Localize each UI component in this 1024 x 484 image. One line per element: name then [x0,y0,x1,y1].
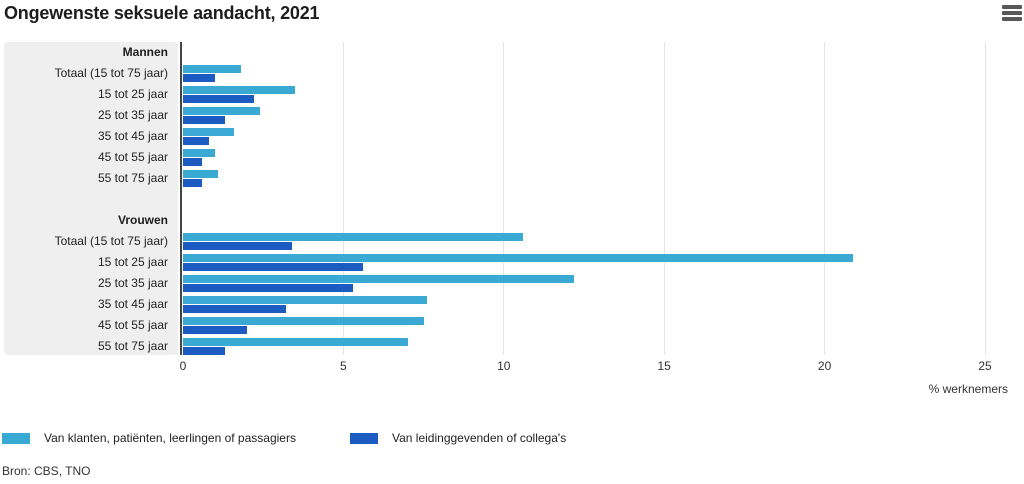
gridline [663,42,665,355]
bar-klanten[interactable] [183,275,575,283]
bar-klanten[interactable] [183,149,216,157]
bar-leidinggevenden[interactable] [183,74,216,82]
x-tick-label: 5 [340,359,347,373]
x-axis-title-row: % werknemers [0,382,1008,396]
bar-leidinggevenden[interactable] [183,95,254,103]
x-tick-label: 20 [817,359,832,373]
bar-pair [183,252,1024,273]
x-tick-label: 10 [497,359,511,373]
category-row: Totaal (15 tot 75 jaar) [0,63,1024,84]
category-label: 25 tot 35 jaar [97,108,168,122]
category-label: 45 tot 55 jaar [97,318,168,332]
bar-leidinggevenden[interactable] [183,305,286,313]
category-row: 15 tot 25 jaar [0,252,1024,273]
bar-leidinggevenden[interactable] [183,116,225,124]
bar-klanten[interactable] [183,317,424,325]
x-tick-label: 0 [179,359,187,373]
bar-leidinggevenden[interactable] [183,326,248,334]
legend-label: Van leidinggevenden of collega's [392,431,567,445]
group-label: Mannen [122,45,168,59]
legend-item[interactable]: Van klanten, patiënten, leerlingen of pa… [2,431,296,445]
category-row: Totaal (15 tot 75 jaar) [0,231,1024,252]
category-label: Totaal (15 tot 75 jaar) [54,234,168,248]
bar-klanten[interactable] [183,86,296,94]
group-header-row: Vrouwen [0,210,1024,231]
category-row: 45 tot 55 jaar [0,147,1024,168]
x-axis-title: % werknemers [928,382,1008,396]
x-tick-label: 25 [978,359,992,373]
group-spacer [0,189,1024,210]
legend: Van klanten, patiënten, leerlingen of pa… [0,431,1024,447]
category-label: 35 tot 45 jaar [97,129,168,143]
group-header-row: Mannen [0,42,1024,63]
bar-klanten[interactable] [183,128,235,136]
page-title: Ongewenste seksuele aandacht, 2021 [4,3,320,23]
category-row: 55 tot 75 jaar [0,336,1024,357]
legend-label: Van klanten, patiënten, leerlingen of pa… [44,431,296,445]
category-label: 15 tot 25 jaar [97,87,168,101]
legend-swatch [350,432,378,444]
bar-leidinggevenden[interactable] [183,347,225,355]
bar-klanten[interactable] [183,65,241,73]
category-label: Totaal (15 tot 75 jaar) [54,66,168,80]
bar-leidinggevenden[interactable] [183,137,209,145]
bar-klanten[interactable] [183,254,854,262]
bar-pair [183,126,1024,147]
gridline [984,42,986,355]
bar-pair [183,315,1024,336]
bar-leidinggevenden[interactable] [183,284,354,292]
category-label: 45 tot 55 jaar [97,150,168,164]
chart-header: Ongewenste seksuele aandacht, 2021 [0,0,1024,34]
bar-pair [183,168,1024,189]
bar-pair [183,63,1024,84]
category-row: 25 tot 35 jaar [0,105,1024,126]
x-tick-label: 15 [657,359,671,373]
category-row: 25 tot 35 jaar [0,273,1024,294]
x-axis: 0 5 10 15 20 25 [0,359,1024,375]
bar-leidinggevenden[interactable] [183,158,203,166]
bar-klanten[interactable] [183,170,219,178]
bar-klanten[interactable] [183,296,427,304]
legend-swatch [2,432,30,444]
menu-bar [1002,11,1022,15]
y-axis-line [180,42,182,355]
category-label-panel [4,42,178,355]
bar-klanten[interactable] [183,107,260,115]
bar-chart: Mannen Totaal (15 tot 75 jaar) 15 tot 25 j… [0,42,1024,357]
bar-pair [183,84,1024,105]
bar-klanten[interactable] [183,338,408,346]
category-label: 55 tot 75 jaar [97,171,168,185]
category-label: 15 tot 25 jaar [97,255,168,269]
category-row: 55 tot 75 jaar [0,168,1024,189]
gridline [824,42,826,355]
bar-leidinggevenden[interactable] [183,263,363,271]
bar-pair [183,336,1024,357]
chart-rows: Mannen Totaal (15 tot 75 jaar) 15 tot 25 j… [0,42,1024,357]
source-note: Bron: CBS, TNO [2,464,91,478]
bar-klanten[interactable] [183,233,524,241]
legend-item[interactable]: Van leidinggevenden of collega's [350,431,566,445]
bar-pair [183,231,1024,252]
bar-pair [183,105,1024,126]
bar-leidinggevenden[interactable] [183,242,293,250]
gridline [503,42,505,355]
category-row: 35 tot 45 jaar [0,294,1024,315]
category-row: 15 tot 25 jaar [0,84,1024,105]
category-label: 25 tot 35 jaar [97,276,168,290]
category-label: 35 tot 45 jaar [97,297,168,311]
bar-pair [183,147,1024,168]
category-row: 45 tot 55 jaar [0,315,1024,336]
hamburger-menu-icon[interactable] [1002,5,1022,23]
menu-bar [1002,5,1022,9]
gridline [342,42,344,355]
bar-leidinggevenden[interactable] [183,179,203,187]
category-label: 55 tot 75 jaar [97,339,168,353]
category-row: 35 tot 45 jaar [0,126,1024,147]
group-label: Vrouwen [117,213,168,227]
bar-pair [183,273,1024,294]
bar-pair [183,294,1024,315]
menu-bar [1002,17,1022,21]
